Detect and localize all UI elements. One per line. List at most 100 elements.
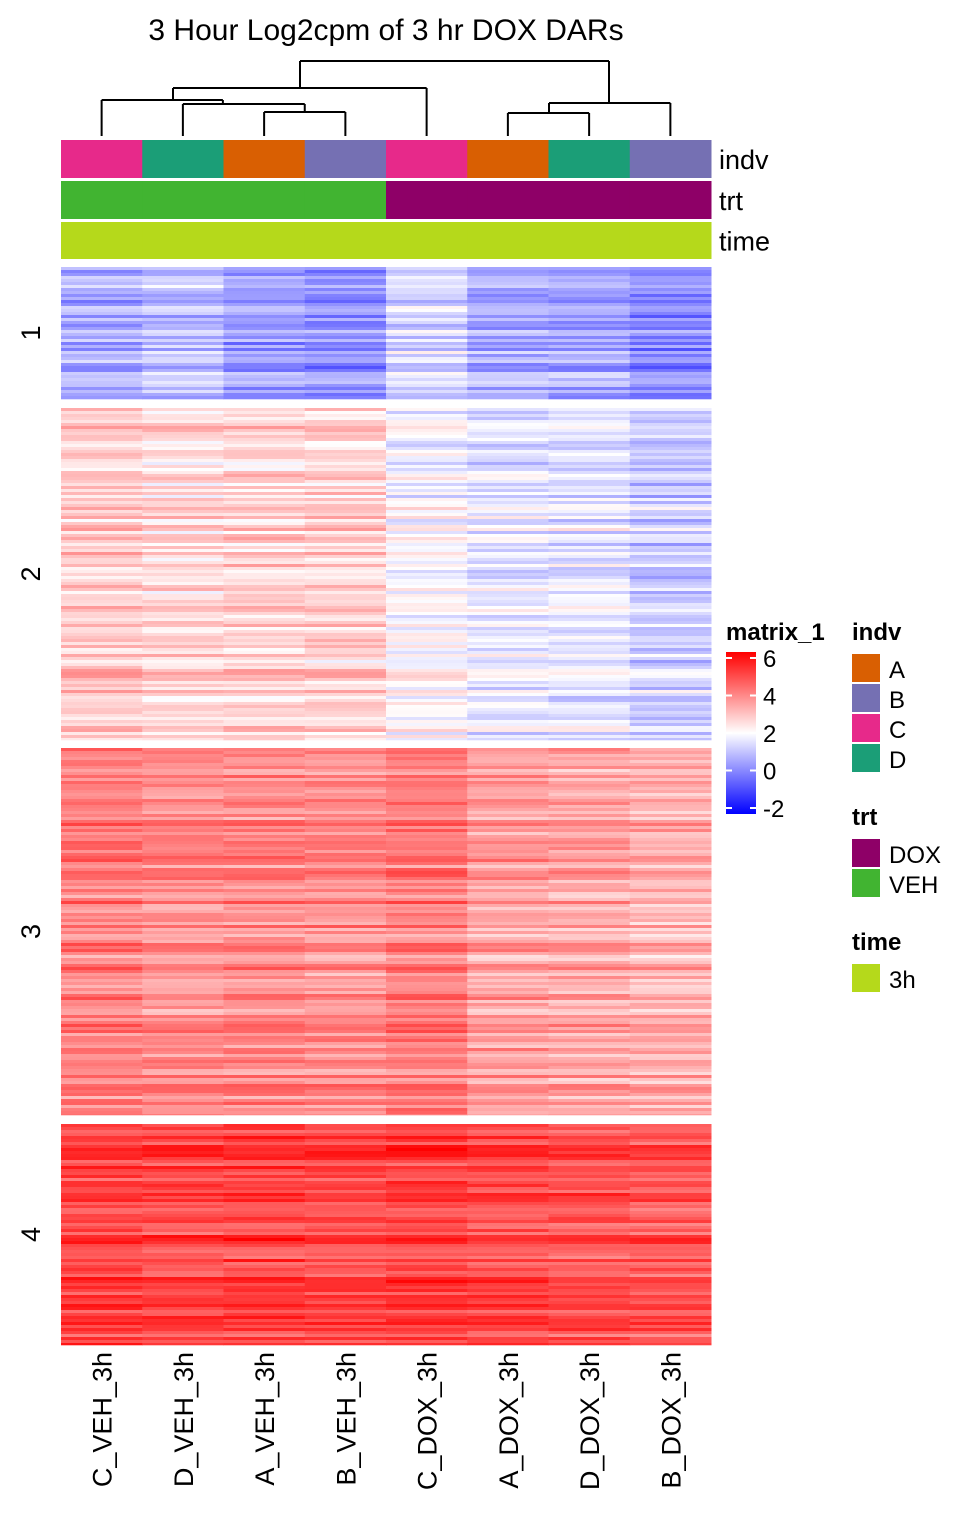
heatmap-cell — [61, 976, 143, 980]
heatmap-cell — [386, 273, 468, 277]
heatmap-cell — [223, 552, 306, 556]
heatmap-cell — [61, 678, 143, 682]
heatmap-cell — [386, 267, 468, 271]
heatmap-cell — [223, 582, 306, 586]
heatmap-cell — [548, 931, 631, 935]
heatmap-cell — [629, 612, 712, 616]
heatmap-cell — [467, 1217, 549, 1221]
heatmap-cell — [304, 1133, 387, 1137]
heatmap-cell — [467, 781, 549, 785]
heatmap-cell — [548, 1054, 631, 1058]
color-scale-tick-label: 2 — [763, 721, 776, 748]
heatmap-cell — [304, 1337, 387, 1341]
heatmap-cell — [142, 564, 224, 568]
heatmap-cell — [386, 1045, 468, 1049]
heatmap-cell — [467, 877, 549, 881]
heatmap-cell — [386, 1223, 468, 1227]
heatmap-cell — [629, 1030, 712, 1034]
heatmap-cell — [304, 1343, 387, 1346]
heatmap-cell — [61, 916, 143, 920]
heatmap-cell — [304, 360, 387, 364]
heatmap-cell — [61, 853, 143, 857]
annotation-cell-time — [61, 222, 143, 259]
heatmap-cell — [548, 525, 631, 529]
heatmap-cell — [223, 738, 306, 741]
heatmap-cell — [467, 441, 549, 445]
heatmap-cell — [386, 1244, 468, 1248]
heatmap-cell — [548, 757, 631, 761]
heatmap-cell — [223, 288, 306, 292]
heatmap-cell — [304, 714, 387, 718]
heatmap-cell — [304, 1202, 387, 1206]
heatmap-cell — [142, 871, 224, 875]
heatmap-cell — [61, 366, 143, 370]
heatmap-cell — [467, 1235, 549, 1239]
heatmap-cell — [142, 1003, 224, 1007]
heatmap-cell — [548, 1024, 631, 1028]
heatmap-cell — [629, 567, 712, 571]
heatmap-cell — [629, 1280, 712, 1284]
heatmap-cell — [304, 1127, 387, 1131]
heatmap-cell — [467, 735, 549, 739]
heatmap-cell — [467, 1223, 549, 1227]
heatmap-cell — [61, 630, 143, 634]
heatmap-cell — [61, 285, 143, 289]
heatmap-cell — [304, 814, 387, 818]
heatmap-cell — [386, 354, 468, 358]
heatmap-cell — [304, 513, 387, 517]
heatmap-cell — [223, 447, 306, 451]
heatmap-cell — [142, 997, 224, 1001]
heatmap-cell — [386, 378, 468, 382]
heatmap-cell — [467, 501, 549, 505]
heatmap-cell — [304, 838, 387, 842]
heatmap-cell — [142, 666, 224, 670]
heatmap-cell — [548, 477, 631, 481]
heatmap-cell — [61, 1289, 143, 1293]
heatmap-cell — [304, 1157, 387, 1161]
heatmap-cell — [629, 859, 712, 863]
heatmap-cell — [304, 835, 387, 839]
row-split-1 — [61, 267, 712, 400]
heatmap-cell — [467, 1166, 549, 1170]
heatmap-cell — [629, 805, 712, 809]
heatmap-cell — [629, 438, 712, 442]
heatmap-cell — [223, 1265, 306, 1269]
heatmap-cell — [467, 1157, 549, 1161]
heatmap-cell — [304, 973, 387, 977]
heatmap-cell — [142, 859, 224, 863]
heatmap-cell — [548, 327, 631, 331]
heatmap-cell — [61, 354, 143, 358]
heatmap-cell — [548, 886, 631, 890]
heatmap-cell — [629, 609, 712, 613]
heatmap-cell — [223, 1187, 306, 1191]
heatmap-cell — [467, 675, 549, 679]
heatmap-cell — [61, 534, 143, 538]
heatmap-cell — [61, 537, 143, 541]
heatmap-cell — [223, 1102, 306, 1106]
heatmap-cell — [467, 417, 549, 421]
heatmap-cell — [304, 291, 387, 295]
heatmap-cell — [304, 1160, 387, 1164]
heatmap-cell — [223, 375, 306, 379]
heatmap-cell — [304, 315, 387, 319]
heatmap-cell — [548, 1181, 631, 1185]
heatmap-cell — [467, 1253, 549, 1257]
heatmap-cell — [467, 811, 549, 815]
heatmap-cell — [223, 663, 306, 667]
heatmap-cell — [467, 531, 549, 535]
heatmap-cell — [629, 309, 712, 313]
heatmap-cell — [386, 1235, 468, 1239]
heatmap-cell — [386, 922, 468, 926]
heatmap-cell — [223, 835, 306, 839]
heatmap-cell — [61, 1114, 143, 1116]
heatmap-cell — [629, 943, 712, 947]
heatmap-cell — [467, 1250, 549, 1254]
heatmap-cell — [386, 321, 468, 325]
heatmap-cell — [223, 1232, 306, 1236]
heatmap-cell — [629, 955, 712, 959]
heatmap-cell — [629, 856, 712, 860]
heatmap-cell — [61, 714, 143, 718]
heatmap-cell — [548, 462, 631, 466]
heatmap-cell — [548, 375, 631, 379]
heatmap-cell — [386, 411, 468, 415]
